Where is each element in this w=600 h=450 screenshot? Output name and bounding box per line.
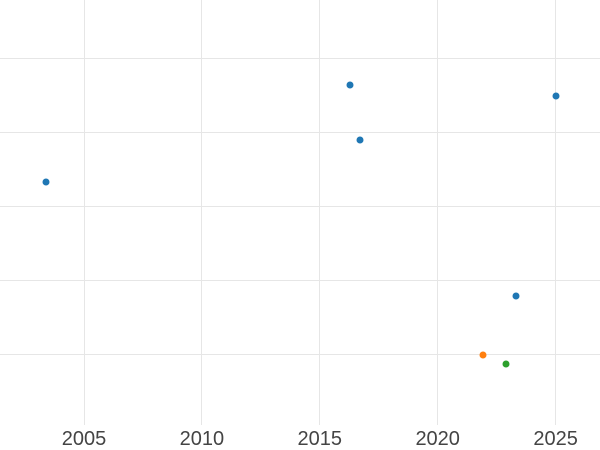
x-tick-label: 2010 [179,428,225,450]
x-tick-label: 2005 [61,428,107,450]
gridline-horizontal [0,279,600,281]
gridline-horizontal [0,205,600,207]
gridline-vertical [83,0,85,425]
gridline-horizontal [0,131,600,133]
x-tick-label: 2015 [297,428,343,450]
data-point-blue-series[interactable] [356,136,364,144]
gridline-horizontal [0,57,600,59]
x-tick-label: 2020 [415,428,460,450]
data-point-blue-series[interactable] [42,178,50,186]
gridline-vertical [201,0,203,425]
x-tick-label: 2025 [533,428,578,450]
data-point-green-series[interactable] [502,360,510,368]
gridline-vertical [555,0,557,425]
data-point-blue-series[interactable] [346,81,354,89]
data-point-blue-series[interactable] [512,292,519,300]
gridline-vertical [319,0,321,425]
data-point-orange-series[interactable] [479,351,486,359]
gridline-horizontal [0,353,600,355]
data-point-blue-series[interactable] [552,92,560,100]
gridline-vertical [437,0,439,425]
